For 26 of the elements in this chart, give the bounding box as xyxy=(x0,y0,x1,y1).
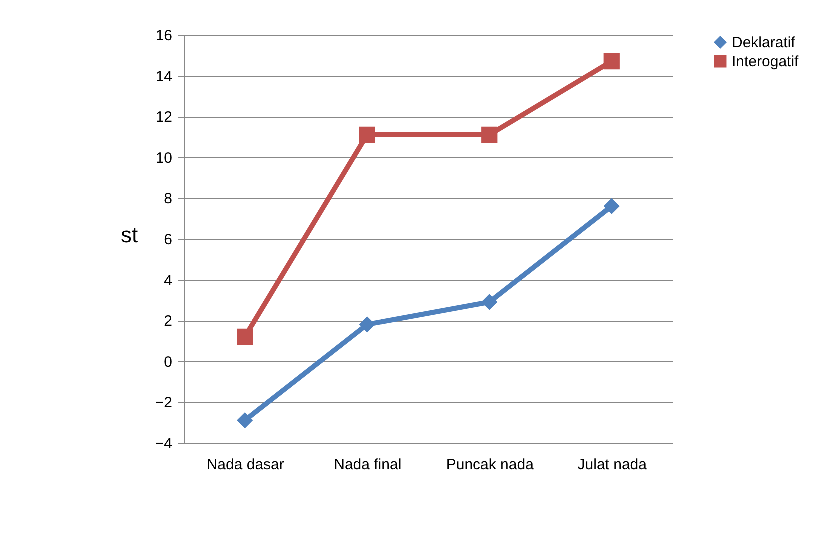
y-tick-label: 6 xyxy=(164,232,172,248)
x-tick-label: Nada dasar xyxy=(206,456,284,474)
point xyxy=(604,198,620,214)
legend-label: Interogatif xyxy=(732,54,800,70)
point xyxy=(482,126,498,144)
y-tick-label: −4 xyxy=(155,436,172,452)
x-tick-label: Nada final xyxy=(334,456,402,474)
y-tick-label: 4 xyxy=(164,272,172,290)
x-tick-label: Julat nada xyxy=(578,456,648,474)
y-tick-label: 16 xyxy=(156,28,172,44)
y-tick-label: 8 xyxy=(164,190,172,208)
x-tick-label: Puncak nada xyxy=(446,456,535,474)
point xyxy=(359,316,376,333)
y-tick-label: 2 xyxy=(164,313,172,330)
y-tick-label: 12 xyxy=(156,109,172,126)
point xyxy=(604,53,620,70)
point xyxy=(237,412,254,429)
point xyxy=(359,126,376,144)
legend-label: Deklaratif xyxy=(732,34,796,52)
point xyxy=(237,328,254,345)
y-tick-label: 14 xyxy=(156,68,172,86)
point xyxy=(482,294,498,310)
y-axis-title: st xyxy=(120,222,138,248)
y-tick-label: 10 xyxy=(156,150,172,167)
y-tick-label: −2 xyxy=(155,394,172,412)
y-tick-label: 0 xyxy=(164,354,172,371)
